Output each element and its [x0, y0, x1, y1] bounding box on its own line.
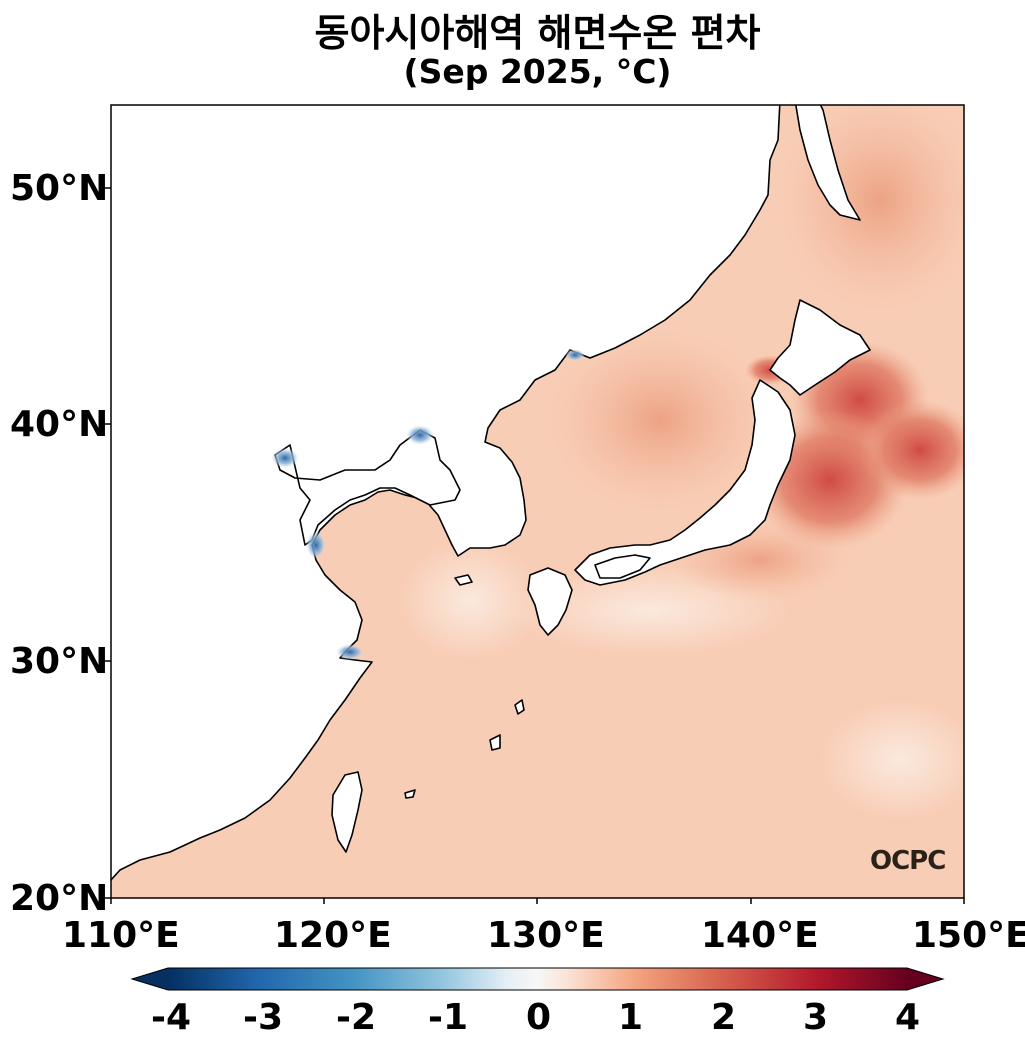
lon-label-140: 140°E	[701, 915, 819, 956]
cold-coastal-anomaly	[406, 425, 434, 445]
cold-coastal-anomaly	[306, 531, 326, 559]
colorbar-label: 2	[711, 997, 737, 1038]
lon-label-110: 110°E	[62, 915, 180, 956]
cold-coastal-anomaly	[565, 349, 585, 361]
cold-coastal-anomaly	[271, 448, 299, 468]
pale-anomaly-zone	[820, 700, 964, 820]
colorbar-label: -1	[428, 997, 468, 1038]
colorbar-label: -4	[151, 997, 191, 1038]
lon-label-150: 150°E	[912, 915, 1025, 956]
cold-coastal-anomaly	[336, 644, 364, 660]
lat-label-50: 50°N	[10, 168, 109, 209]
lon-label-130: 130°E	[487, 915, 605, 956]
warm-anomaly-zone	[550, 330, 770, 510]
colorbar-outline	[130, 967, 945, 991]
ocpc-logo: OCPC	[870, 846, 946, 876]
colorbar	[130, 967, 945, 991]
colorbar-label: 3	[803, 997, 829, 1038]
colorbar-extend-low	[132, 968, 168, 990]
colorbar-label: -2	[336, 997, 376, 1038]
colorbar-extend-high	[907, 968, 943, 990]
colorbar-label: 4	[895, 997, 921, 1038]
map-title: 동아시아해역 해면수온 편차	[314, 11, 761, 55]
lon-label-120: 120°E	[274, 915, 392, 956]
lat-label-20: 20°N	[10, 878, 109, 919]
lat-label-30: 30°N	[10, 641, 109, 682]
map-subtitle: (Sep 2025, °C)	[403, 52, 672, 91]
colorbar-gradient	[168, 968, 907, 990]
landmass	[111, 105, 871, 883]
colorbar-label: -3	[243, 997, 283, 1038]
strong-warm-anomaly	[860, 400, 964, 500]
colorbar-label: 1	[618, 997, 644, 1038]
pale-anomaly-zone	[400, 540, 540, 660]
map-plot-area	[111, 105, 964, 898]
lat-label-40: 40°N	[10, 404, 109, 445]
axis-ticks	[105, 187, 965, 904]
colorbar-label: 0	[526, 997, 552, 1038]
